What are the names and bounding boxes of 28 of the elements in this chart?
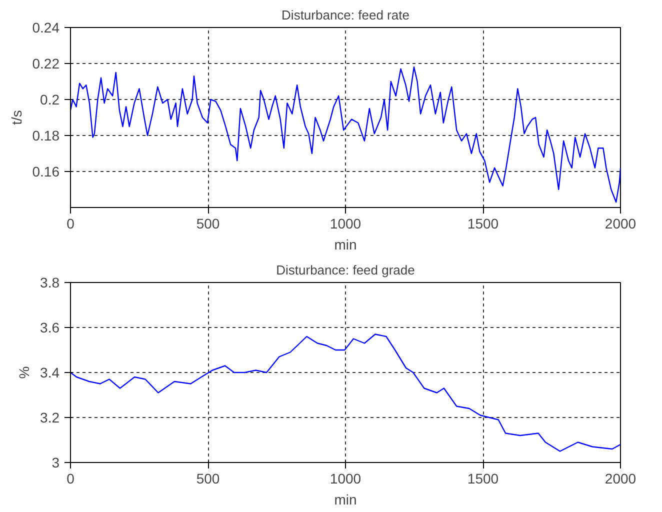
x-tick-label: 0 (66, 470, 75, 486)
x-axis-title: min (334, 236, 357, 252)
line-series (70, 66, 620, 203)
y-tick-label: 0.2 (40, 92, 60, 108)
x-tick-label: 0 (66, 216, 75, 232)
y-tick-label: 3 (52, 454, 60, 470)
y-axis-title: t/s (8, 110, 24, 125)
x-tick-label: 1500 (467, 216, 499, 232)
y-tick-label: 0.24 (32, 20, 60, 36)
y-tick-label: 0.18 (32, 128, 60, 144)
y-tick-label: 0.16 (32, 164, 60, 180)
line-series (70, 334, 620, 452)
y-axis-title: % (16, 366, 32, 379)
x-axis-title: min (334, 492, 357, 508)
x-tick-label: 2000 (604, 470, 636, 486)
chart-title: Disturbance: feed rate (282, 8, 410, 22)
x-tick-label: 2000 (604, 216, 636, 232)
x-tick-label: 500 (196, 470, 220, 486)
y-tick-label: 0.22 (32, 56, 60, 72)
y-tick-label: 3.4 (40, 364, 60, 380)
chart-title: Disturbance: feed grade (276, 262, 415, 278)
y-tick-label: 3.6 (40, 320, 60, 336)
y-tick-label: 3.8 (40, 274, 60, 290)
x-tick-label: 500 (196, 216, 220, 232)
x-tick-label: 1500 (467, 470, 499, 486)
y-tick-label: 3.2 (40, 410, 60, 426)
x-tick-label: 1000 (330, 470, 362, 486)
x-tick-label: 1000 (330, 216, 362, 232)
